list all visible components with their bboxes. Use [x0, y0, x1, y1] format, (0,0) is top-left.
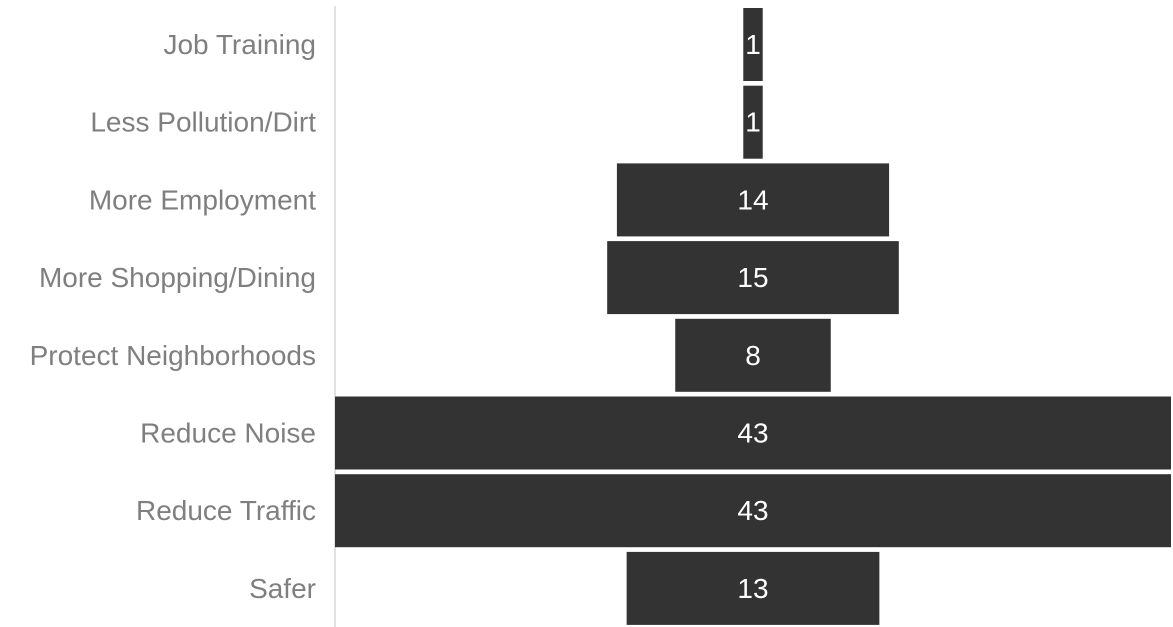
- data-labels: 1 1 14 15 8 43 43 13: [737, 29, 768, 604]
- bar-safer: [626, 551, 880, 625]
- bar-protect-neighborhoods: [675, 318, 831, 392]
- bar-less-pollution-dirt: [743, 85, 763, 159]
- bar-reduce-traffic: [335, 474, 1171, 548]
- category-label-protect-neighborhoods: Protect Neighborhoods: [30, 340, 316, 371]
- category-label-reduce-traffic: Reduce Traffic: [136, 495, 316, 526]
- bar-more-employment: [616, 163, 890, 237]
- data-label-less-pollution-dirt: 1: [745, 107, 761, 138]
- data-label-reduce-noise: 43: [737, 418, 768, 449]
- bar-more-shopping-dining: [607, 241, 899, 315]
- category-label-job-training: Job Training: [163, 29, 316, 60]
- category-label-more-employment: More Employment: [89, 184, 316, 215]
- data-label-more-shopping-dining: 15: [737, 262, 768, 293]
- bar-job-training: [743, 8, 763, 81]
- category-label-reduce-noise: Reduce Noise: [140, 418, 316, 449]
- data-label-safer: 13: [737, 573, 768, 604]
- category-labels: Job Training Less Pollution/Dirt More Empl…: [30, 29, 317, 604]
- category-label-more-shopping-dining: More Shopping/Dining: [39, 262, 316, 293]
- data-label-job-training: 1: [745, 29, 761, 60]
- data-label-protect-neighborhoods: 8: [745, 340, 761, 371]
- data-label-more-employment: 14: [737, 184, 768, 215]
- category-label-safer: Safer: [249, 573, 316, 604]
- bars: [335, 8, 1171, 625]
- bar-reduce-noise: [335, 396, 1171, 470]
- data-label-reduce-traffic: 43: [737, 495, 768, 526]
- category-label-less-pollution-dirt: Less Pollution/Dirt: [90, 107, 316, 138]
